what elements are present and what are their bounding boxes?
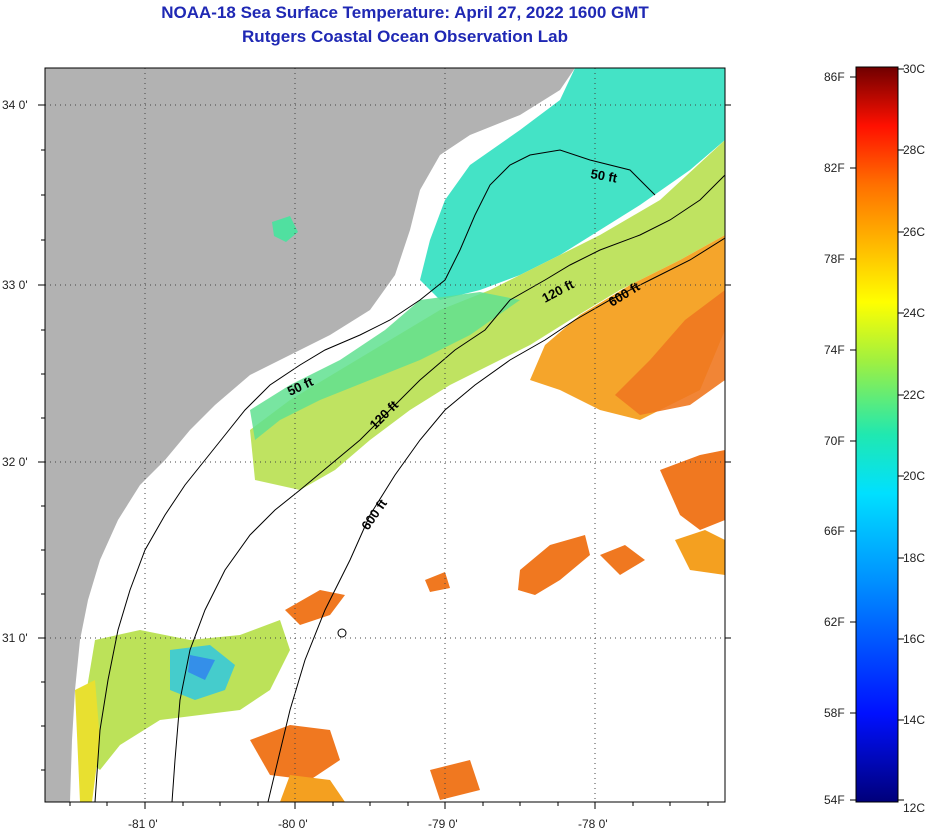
lon-label-79: -79 0' bbox=[428, 817, 458, 831]
lon-label-78: -78 0' bbox=[578, 817, 608, 831]
colorbar-f-label-70: 70F bbox=[824, 434, 845, 448]
sst-warm-patch bbox=[425, 572, 450, 592]
colorbar-f-label-66: 66F bbox=[824, 524, 845, 538]
land-mass bbox=[45, 68, 575, 802]
lat-label-32: 32 0' bbox=[2, 455, 28, 469]
colorbar-f-label-74: 74F bbox=[824, 343, 845, 357]
contour-closed-loop bbox=[337, 628, 347, 638]
lat-label-31: 31 0' bbox=[2, 631, 28, 645]
colorbar-f-label-54: 54F bbox=[824, 793, 845, 807]
map-title: NOAA-18 Sea Surface Temperature: April 2… bbox=[161, 3, 649, 22]
contour-50ft bbox=[94, 149, 656, 802]
colorbar-f-label-86: 86F bbox=[824, 70, 845, 84]
colorbar-c-label-28: 28C bbox=[903, 143, 925, 157]
sst-green-strip bbox=[250, 292, 520, 440]
lon-label-80: -80 0' bbox=[278, 817, 308, 831]
sst-north-patch bbox=[272, 216, 298, 242]
colorbar bbox=[855, 66, 899, 803]
sst-warm-patch bbox=[285, 590, 345, 625]
sst-warm-patch bbox=[518, 535, 590, 595]
contour-label-50ft-north: 50 ft bbox=[589, 166, 619, 186]
sst-warm-patch bbox=[430, 760, 480, 800]
sst-south-blue bbox=[188, 655, 215, 680]
colorbar-c-label-20: 20C bbox=[903, 469, 925, 483]
sst-cool-region bbox=[420, 68, 725, 300]
sst-warm-patch bbox=[675, 530, 725, 575]
colorbar-c-label-22: 22C bbox=[903, 388, 925, 402]
contour-600ft bbox=[267, 237, 725, 802]
sst-warm-patch bbox=[250, 725, 340, 780]
colorbar-f-label-62: 62F bbox=[824, 615, 845, 629]
sst-warm-patch bbox=[660, 450, 725, 530]
colorbar-f-label-82: 82F bbox=[824, 161, 845, 175]
contour-120ft bbox=[171, 174, 725, 802]
colorbar-c-label-16: 16C bbox=[903, 632, 925, 646]
colorbar-f-label-58: 58F bbox=[824, 706, 845, 720]
colorbar-c-label-14: 14C bbox=[903, 713, 925, 727]
graticule bbox=[45, 68, 725, 802]
colorbar-c-label-30: 30C bbox=[903, 62, 925, 76]
axis-ticks bbox=[38, 104, 731, 809]
lon-label-81: -81 0' bbox=[128, 817, 158, 831]
map-border bbox=[44, 67, 726, 803]
lat-label-33: 33 0' bbox=[2, 278, 28, 292]
sst-warm-patch bbox=[600, 545, 645, 575]
colorbar-c-label-18: 18C bbox=[903, 551, 925, 565]
colorbar-c-label-24: 24C bbox=[903, 306, 925, 320]
sst-warm-core bbox=[615, 290, 725, 415]
map-subtitle: Rutgers Coastal Ocean Observation Lab bbox=[242, 27, 568, 46]
lat-label-34: 34 0' bbox=[2, 98, 28, 112]
colorbar-c-label-26: 26C bbox=[903, 225, 925, 239]
colorbar-f-label-78: 78F bbox=[824, 252, 845, 266]
colorbar-ticks bbox=[850, 68, 904, 801]
sst-warm-patch bbox=[280, 775, 345, 802]
colorbar-c-label-12: 12C bbox=[903, 801, 925, 815]
sst-coastal-strip bbox=[75, 680, 100, 802]
